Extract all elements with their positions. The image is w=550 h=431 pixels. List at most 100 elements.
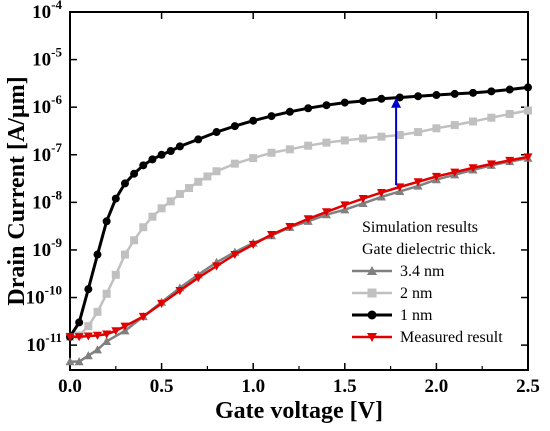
data-point xyxy=(65,357,75,366)
data-point xyxy=(524,106,532,115)
data-point xyxy=(175,286,185,296)
data-point xyxy=(120,250,129,259)
data-point xyxy=(157,299,167,308)
data-point xyxy=(92,331,102,340)
y-axis-tick-labels: 10-11 10-10 10-9 10-8 10-7 10-6 10-5 10-4 xyxy=(26,0,63,356)
data-point xyxy=(359,134,368,143)
data-point xyxy=(138,312,148,321)
plot-area-frame xyxy=(69,11,529,371)
data-point xyxy=(303,215,313,224)
data-point xyxy=(175,142,184,151)
data-point xyxy=(166,197,175,206)
x-tick-label: 2.0 xyxy=(425,376,449,397)
legend: Simulation results Gate dielectric thick.… xyxy=(352,219,503,346)
series-measured-result xyxy=(65,153,533,342)
series-1-nm xyxy=(66,83,532,341)
series-2-nm xyxy=(66,106,532,341)
data-point xyxy=(83,332,93,341)
data-point xyxy=(92,345,102,354)
x-tick-label: 1.0 xyxy=(241,376,265,397)
y-tick-label: 10-6 xyxy=(32,92,62,118)
data-point xyxy=(367,266,377,275)
data-point xyxy=(505,85,514,94)
data-point xyxy=(230,250,240,260)
data-point xyxy=(166,146,175,155)
data-point xyxy=(157,150,166,159)
data-point xyxy=(395,183,405,192)
data-point xyxy=(212,128,221,137)
x-axis-title: Gate voltage [V] xyxy=(215,398,383,424)
data-point xyxy=(102,217,111,226)
data-point xyxy=(432,124,441,133)
data-point xyxy=(304,104,313,113)
y-tick-label: 10-8 xyxy=(32,187,62,213)
data-point xyxy=(358,194,368,204)
data-point xyxy=(130,169,139,178)
legend-entry: 1 nm xyxy=(352,307,433,324)
data-point xyxy=(267,148,276,157)
data-point xyxy=(340,98,349,107)
data-point xyxy=(65,333,75,342)
data-point xyxy=(267,112,276,121)
data-point xyxy=(194,135,203,144)
legend-label: 3.4 nm xyxy=(400,263,445,280)
data-point xyxy=(249,116,258,125)
data-point xyxy=(130,236,139,245)
legend-label: 1 nm xyxy=(400,307,433,324)
data-point xyxy=(524,83,532,92)
data-point xyxy=(285,107,294,116)
data-point xyxy=(340,201,350,210)
series-line xyxy=(69,109,529,338)
y-tick-label: 10-7 xyxy=(32,140,62,166)
data-point xyxy=(102,330,112,339)
data-point xyxy=(74,357,84,366)
data-point xyxy=(469,88,478,97)
data-point xyxy=(249,154,258,163)
data-point xyxy=(74,333,84,342)
x-tick-label: 2.5 xyxy=(516,376,540,397)
data-point xyxy=(212,262,222,271)
data-point xyxy=(377,94,386,103)
legend-heading: Gate dielectric thick. xyxy=(362,241,496,258)
data-point xyxy=(469,117,478,126)
data-point xyxy=(367,333,377,342)
y-tick-label: 10-9 xyxy=(32,235,62,261)
data-point xyxy=(359,96,368,105)
legend-entry: 2 nm xyxy=(352,285,433,302)
data-point xyxy=(505,109,514,118)
data-point xyxy=(450,168,460,177)
data-point xyxy=(340,136,349,145)
y-tick-label: 10-4 xyxy=(32,0,62,23)
data-point xyxy=(111,194,120,203)
data-point xyxy=(487,113,496,122)
data-point xyxy=(175,189,184,198)
data-point xyxy=(148,212,157,221)
y-tick-label: 10-11 xyxy=(26,330,62,356)
data-point xyxy=(111,270,120,279)
series-layer xyxy=(65,83,533,366)
data-point xyxy=(414,128,423,137)
data-point xyxy=(185,184,194,193)
x-tick-label: 0.0 xyxy=(58,376,82,397)
data-point xyxy=(194,177,203,186)
data-point xyxy=(322,101,331,110)
data-point xyxy=(111,327,121,336)
data-point xyxy=(431,172,441,181)
data-point xyxy=(321,208,331,217)
data-point xyxy=(450,121,459,130)
legend-entry: Measured result xyxy=(352,329,503,346)
data-point xyxy=(75,318,84,327)
data-point xyxy=(84,322,93,331)
x-axis-tick-labels: 0.0 0.5 1.0 1.5 2.0 2.5 xyxy=(58,376,540,397)
data-point xyxy=(102,336,112,345)
data-point xyxy=(367,310,377,320)
data-point xyxy=(230,122,239,131)
data-point xyxy=(230,159,239,168)
data-point xyxy=(377,132,386,141)
data-point xyxy=(523,153,533,162)
data-point xyxy=(395,93,404,102)
y-tick-label: 10-5 xyxy=(32,45,62,71)
data-point xyxy=(322,138,331,147)
axis-ticks xyxy=(69,11,529,370)
